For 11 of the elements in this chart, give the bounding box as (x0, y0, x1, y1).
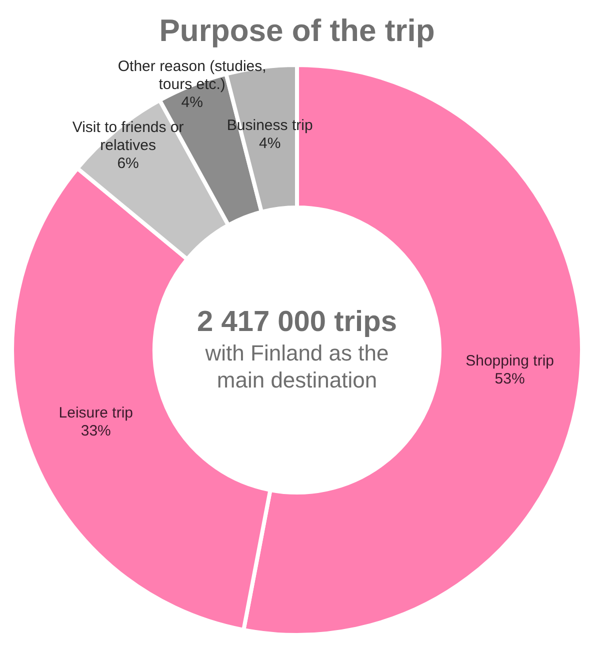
slice-label: Leisure trip (58, 404, 133, 422)
data-label: 4% (181, 94, 203, 112)
data-label: 33% (80, 422, 111, 440)
chart-title: Purpose of the trip (158, 12, 436, 50)
slice-label: Shopping trip (466, 352, 554, 370)
slice-label: Other reason (studies, tours etc.) (118, 58, 266, 94)
text: with Finland as the main destination (204, 340, 389, 393)
data-label: 6% (117, 154, 139, 172)
data-label: 53% (494, 370, 525, 388)
text: 2 417 000 trips (197, 306, 397, 338)
data-label: 4% (259, 135, 281, 152)
